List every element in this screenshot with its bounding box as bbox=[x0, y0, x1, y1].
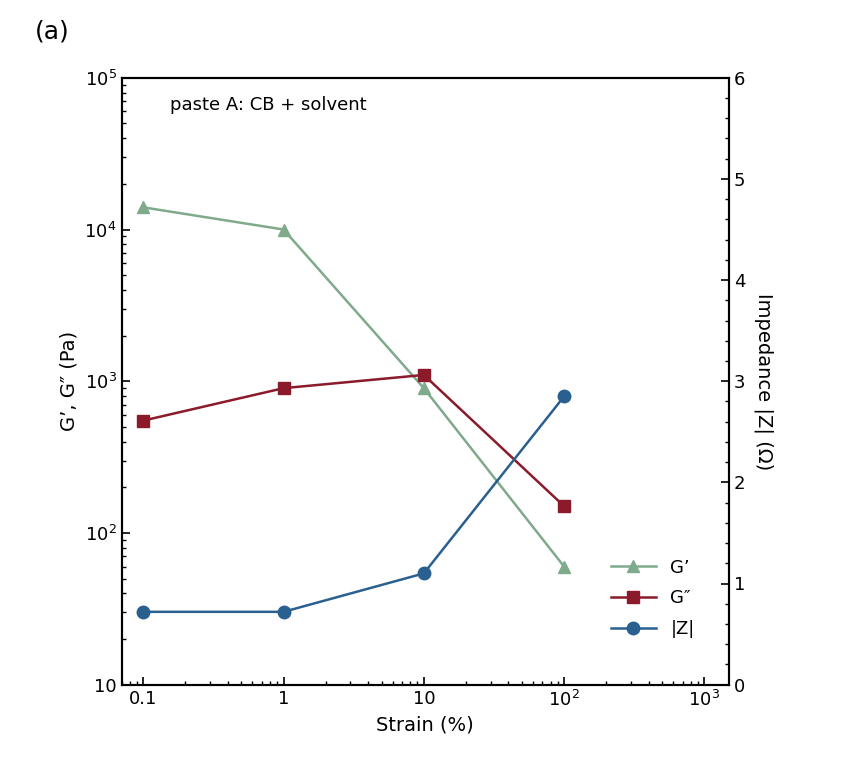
G’ bbox=[559, 562, 569, 571]
Line: G″: G″ bbox=[137, 369, 570, 513]
Text: paste A: CB + solvent: paste A: CB + solvent bbox=[170, 96, 367, 114]
G″ bbox=[138, 416, 148, 426]
Y-axis label: Impedance |Z| (Ω): Impedance |Z| (Ω) bbox=[753, 293, 773, 470]
|Z| bbox=[559, 392, 569, 401]
Text: (a): (a) bbox=[35, 19, 69, 44]
|Z| bbox=[418, 569, 429, 578]
|Z| bbox=[279, 607, 289, 616]
Line: |Z|: |Z| bbox=[137, 390, 570, 618]
G″ bbox=[279, 384, 289, 393]
G’ bbox=[138, 203, 148, 212]
G’ bbox=[418, 384, 429, 393]
G″ bbox=[418, 370, 429, 380]
Y-axis label: G’, G″ (Pa): G’, G″ (Pa) bbox=[60, 331, 79, 431]
Line: G’: G’ bbox=[137, 201, 570, 573]
X-axis label: Strain (%): Strain (%) bbox=[377, 715, 474, 734]
G″ bbox=[559, 502, 569, 511]
|Z| bbox=[138, 607, 148, 616]
G’ bbox=[279, 225, 289, 234]
Legend: G’, G″, |Z|: G’, G″, |Z| bbox=[603, 552, 702, 645]
